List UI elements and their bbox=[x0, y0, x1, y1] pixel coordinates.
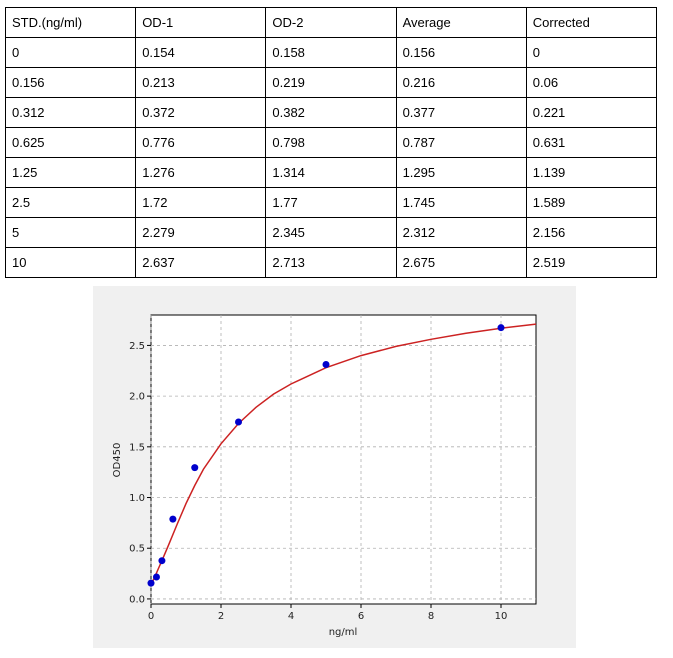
table-cell: 0.798 bbox=[265, 127, 397, 158]
table-cell: 1.139 bbox=[525, 157, 658, 188]
data-point bbox=[235, 418, 242, 426]
x-tick-label: 8 bbox=[428, 611, 434, 622]
y-tick-label: 2.0 bbox=[129, 392, 145, 403]
x-tick-label: 10 bbox=[495, 611, 508, 622]
x-tick-label: 0 bbox=[148, 611, 154, 622]
header-cell-corrected: Corrected bbox=[525, 7, 658, 38]
y-tick-label: 0.0 bbox=[129, 594, 145, 605]
y-tick-label: 0.5 bbox=[129, 544, 145, 555]
table-cell: 1.276 bbox=[135, 157, 267, 188]
table-row: 0.156 0.213 0.219 0.216 0.06 bbox=[4, 67, 658, 98]
table-cell: 0.372 bbox=[135, 97, 267, 128]
y-tick-label: 1.0 bbox=[129, 493, 145, 504]
table-cell: 1.25 bbox=[4, 157, 137, 188]
x-tick-label: 4 bbox=[288, 611, 294, 622]
table-row: 0 0.154 0.158 0.156 0 bbox=[4, 37, 658, 68]
table-cell: 0.219 bbox=[265, 67, 397, 98]
table-row: 0.625 0.776 0.798 0.787 0.631 bbox=[4, 127, 658, 158]
table-cell: 2.713 bbox=[265, 247, 397, 278]
table-cell: 0.625 bbox=[4, 127, 137, 158]
data-point bbox=[497, 324, 505, 332]
table-cell: 5 bbox=[4, 217, 137, 248]
standard-curve-chart: 0 2 4 6 8 10 0.0 0.5 1.0 1.5 2.0 2.5 ng/ml OD450 bbox=[112, 314, 537, 638]
table-cell: 0.156 bbox=[4, 67, 137, 98]
table-cell: 1.295 bbox=[395, 157, 527, 188]
table-cell: 0.787 bbox=[395, 127, 527, 158]
table-cell: 1.72 bbox=[135, 187, 267, 218]
header-cell-average: Average bbox=[395, 7, 527, 38]
axis-ticks: 0 2 4 6 8 10 0.0 0.5 1.0 1.5 2.0 2.5 bbox=[129, 341, 507, 622]
data-point bbox=[322, 360, 330, 368]
table-body: 0 0.154 0.158 0.156 0 0.156 0.213 0.219 … bbox=[4, 37, 658, 278]
table-row: 10 2.637 2.713 2.675 2.519 bbox=[4, 247, 658, 278]
header-cell-std: STD.(ng/ml) bbox=[4, 7, 137, 38]
table-cell: 0 bbox=[525, 37, 658, 68]
table-cell: 2.156 bbox=[525, 217, 658, 248]
table-cell: 0.631 bbox=[525, 127, 658, 158]
standard-table: STD.(ng/ml) OD-1 OD-2 Average Corrected … bbox=[4, 7, 658, 278]
table-cell: 0.154 bbox=[135, 37, 267, 68]
header-cell-od1: OD-1 bbox=[135, 7, 267, 38]
data-points-group bbox=[147, 324, 505, 587]
x-tick-label: 6 bbox=[358, 611, 364, 622]
x-axis-title: ng/ml bbox=[329, 627, 358, 638]
plot-area bbox=[150, 314, 537, 605]
table-cell: 10 bbox=[4, 247, 137, 278]
chart-panel: 0 2 4 6 8 10 0.0 0.5 1.0 1.5 2.0 2.5 ng/ml OD450 bbox=[93, 286, 576, 648]
table-header: STD.(ng/ml) OD-1 OD-2 Average Corrected bbox=[4, 7, 658, 38]
table-cell: 1.314 bbox=[265, 157, 397, 188]
table-cell: 0.158 bbox=[265, 37, 397, 68]
table-cell: 0.213 bbox=[135, 67, 267, 98]
table-cell: 2.675 bbox=[395, 247, 527, 278]
data-point bbox=[147, 579, 155, 587]
data-point bbox=[152, 573, 160, 581]
data-point bbox=[158, 557, 166, 565]
table-row: 0.312 0.372 0.382 0.377 0.221 bbox=[4, 97, 658, 128]
table-row: 5 2.279 2.345 2.312 2.156 bbox=[4, 217, 658, 248]
table-cell: 2.345 bbox=[265, 217, 397, 248]
table-cell: 0.216 bbox=[395, 67, 527, 98]
y-tick-label: 2.5 bbox=[129, 341, 145, 352]
table-cell: 1.745 bbox=[395, 187, 527, 218]
table-row: 2.5 1.72 1.77 1.745 1.589 bbox=[4, 187, 658, 218]
table-cell: 2.312 bbox=[395, 217, 527, 248]
table-cell: 0.06 bbox=[525, 67, 658, 98]
table-cell: 1.589 bbox=[525, 187, 658, 218]
table-cell: 2.637 bbox=[135, 247, 267, 278]
table-row: 1.25 1.276 1.314 1.295 1.139 bbox=[4, 157, 658, 188]
table-cell: 0.312 bbox=[4, 97, 137, 128]
data-point bbox=[169, 515, 177, 523]
table-cell: 0.377 bbox=[395, 97, 527, 128]
y-tick-label: 1.5 bbox=[129, 442, 145, 453]
x-tick-label: 2 bbox=[218, 611, 224, 622]
table-cell: 0.776 bbox=[135, 127, 267, 158]
header-cell-od2: OD-2 bbox=[265, 7, 397, 38]
grid-lines bbox=[150, 315, 536, 604]
table-cell: 0.221 bbox=[525, 97, 658, 128]
table-cell: 2.519 bbox=[525, 247, 658, 278]
y-axis-title: OD450 bbox=[112, 443, 123, 478]
table-cell: 2.5 bbox=[4, 187, 137, 218]
data-point bbox=[191, 464, 199, 472]
table-cell: 2.279 bbox=[135, 217, 267, 248]
table-cell: 0 bbox=[4, 37, 137, 68]
table-cell: 1.77 bbox=[265, 187, 397, 218]
table-cell: 0.156 bbox=[395, 37, 527, 68]
table-header-row: STD.(ng/ml) OD-1 OD-2 Average Corrected bbox=[4, 7, 658, 38]
table-cell: 0.382 bbox=[265, 97, 397, 128]
